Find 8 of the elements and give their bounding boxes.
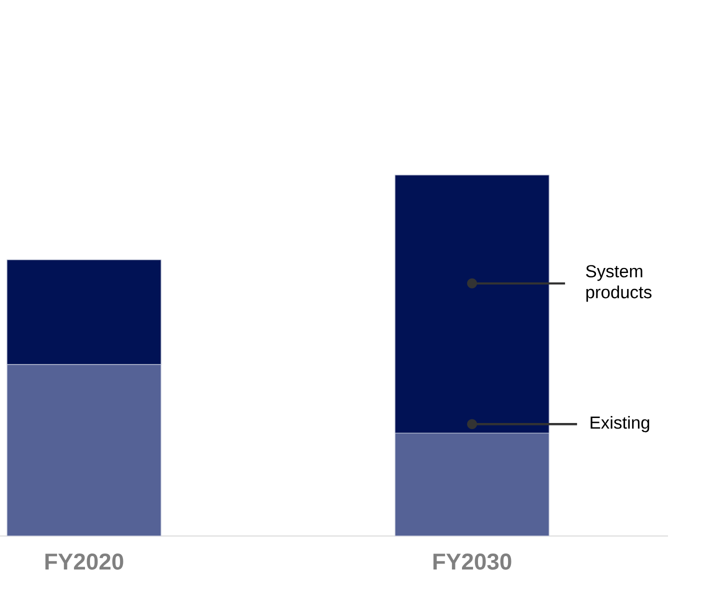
text: System products [586, 265, 652, 302]
x-tick-label: FY2020 [45, 554, 124, 570]
bar [6, 260, 162, 365]
bar [394, 432, 550, 536]
text: Existing [590, 416, 650, 432]
x-tick-label: FY2030 [433, 554, 512, 570]
bar [6, 364, 162, 536]
bar [394, 174, 550, 434]
